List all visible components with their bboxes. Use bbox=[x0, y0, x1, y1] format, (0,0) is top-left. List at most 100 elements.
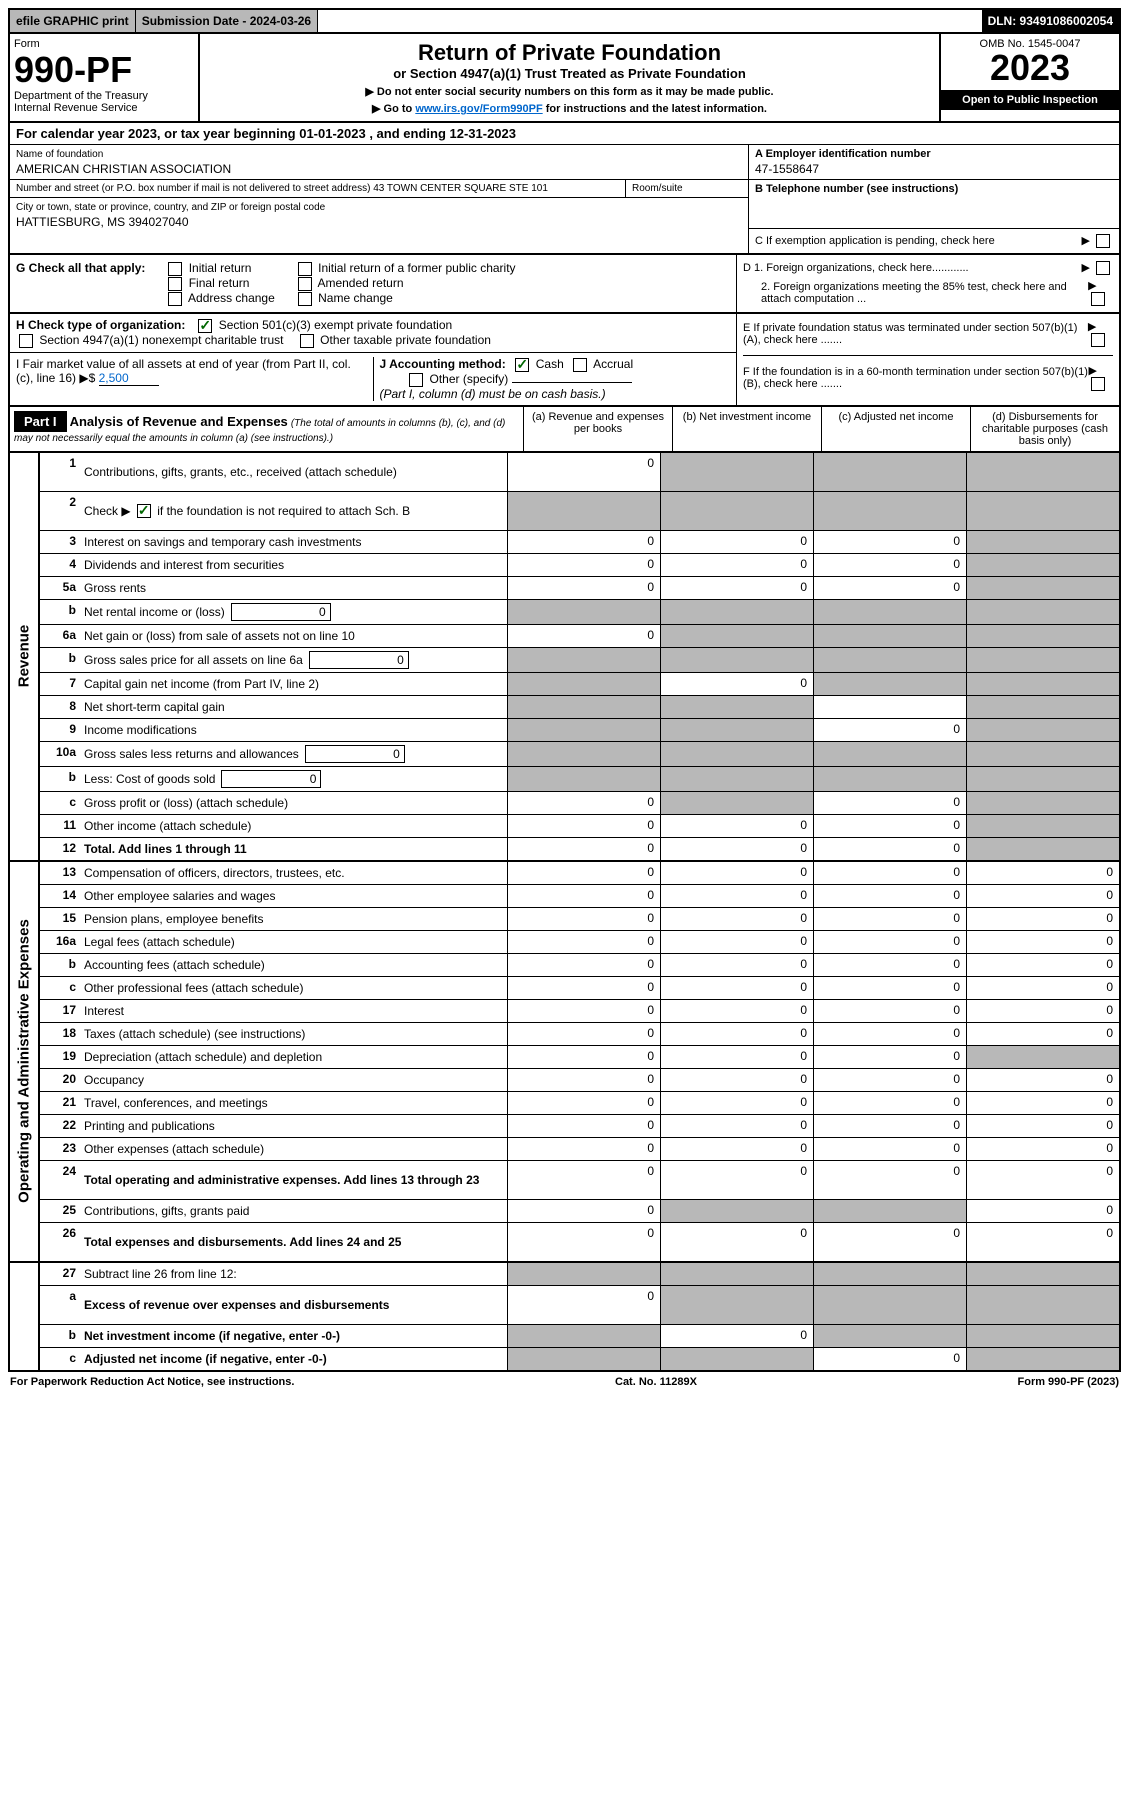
ef-section: E If private foundation status was termi… bbox=[736, 314, 1119, 404]
r1-c bbox=[813, 453, 966, 491]
h-other-checkbox[interactable] bbox=[300, 334, 314, 348]
r23-desc: Other expenses (attach schedule) bbox=[80, 1138, 507, 1160]
r2-desc: Check ▶ if the foundation is not require… bbox=[80, 492, 507, 530]
j-cash-checkbox[interactable] bbox=[515, 358, 529, 372]
g-former-charity-checkbox[interactable] bbox=[298, 262, 312, 276]
r5a-num: 5a bbox=[40, 577, 80, 599]
r16a-b: 0 bbox=[660, 931, 813, 953]
h-row: H Check type of organization: Section 50… bbox=[10, 314, 736, 353]
side-revenue-label: Revenue bbox=[16, 625, 33, 688]
i-label: I Fair market value of all assets at end… bbox=[16, 357, 351, 385]
r15-a: 0 bbox=[507, 908, 660, 930]
ein-cell: A Employer identification number 47-1558… bbox=[749, 145, 1119, 180]
g-section: G Check all that apply: Initial return F… bbox=[8, 255, 1121, 314]
r14-num: 14 bbox=[40, 885, 80, 907]
r11-num: 11 bbox=[40, 815, 80, 837]
r16c-desc: Other professional fees (attach schedule… bbox=[80, 977, 507, 999]
g-name-change-checkbox[interactable] bbox=[298, 292, 312, 306]
r22-c: 0 bbox=[813, 1115, 966, 1137]
r23-num: 23 bbox=[40, 1138, 80, 1160]
r21-a: 0 bbox=[507, 1092, 660, 1114]
city-label: City or town, state or province, country… bbox=[16, 202, 325, 213]
r12-desc: Total. Add lines 1 through 11 bbox=[80, 838, 507, 860]
efile-print-button[interactable]: efile GRAPHIC print bbox=[10, 10, 136, 32]
col-c-head: (c) Adjusted net income bbox=[821, 407, 970, 451]
r12-a: 0 bbox=[507, 838, 660, 860]
r10b-num: b bbox=[40, 767, 80, 791]
g-opt1: Final return bbox=[189, 276, 250, 290]
r15-d: 0 bbox=[966, 908, 1119, 930]
i-value: 2,500 bbox=[99, 371, 159, 386]
c-checkbox[interactable] bbox=[1096, 234, 1110, 248]
r27c-c: 0 bbox=[813, 1348, 966, 1370]
r27b-desc: Net investment income (if negative, ente… bbox=[80, 1325, 507, 1347]
e-checkbox[interactable] bbox=[1091, 333, 1105, 347]
j-other-checkbox[interactable] bbox=[409, 373, 423, 387]
r22-a: 0 bbox=[507, 1115, 660, 1137]
j-note: (Part I, column (d) must be on cash basi… bbox=[380, 387, 606, 401]
r18-d: 0 bbox=[966, 1023, 1119, 1045]
side-blank bbox=[10, 1263, 40, 1370]
j-accrual-checkbox[interactable] bbox=[573, 358, 587, 372]
form-title: Return of Private Foundation bbox=[206, 40, 933, 66]
f-checkbox[interactable] bbox=[1091, 377, 1105, 391]
ein-label: A Employer identification number bbox=[755, 148, 931, 160]
d1-checkbox[interactable] bbox=[1096, 261, 1110, 275]
d-section: D 1. Foreign organizations, check here..… bbox=[736, 255, 1119, 312]
r16a-num: 16a bbox=[40, 931, 80, 953]
room-suite-cell: Room/suite bbox=[625, 180, 748, 197]
r9-c: 0 bbox=[813, 719, 966, 741]
h-opt2: Section 4947(a)(1) nonexempt charitable … bbox=[39, 333, 283, 347]
r16b-b: 0 bbox=[660, 954, 813, 976]
r6b-desc: Gross sales price for all assets on line… bbox=[80, 648, 507, 672]
r4-c: 0 bbox=[813, 554, 966, 576]
r22-num: 22 bbox=[40, 1115, 80, 1137]
entity-left: Name of foundation AMERICAN CHRISTIAN AS… bbox=[10, 145, 748, 253]
g-initial-return-checkbox[interactable] bbox=[168, 262, 182, 276]
r14-d: 0 bbox=[966, 885, 1119, 907]
expenses-table: Operating and Administrative Expenses 13… bbox=[8, 862, 1121, 1263]
g-final-return-checkbox[interactable] bbox=[168, 277, 182, 291]
r6a-a: 0 bbox=[507, 625, 660, 647]
r13-c: 0 bbox=[813, 862, 966, 884]
r4-a: 0 bbox=[507, 554, 660, 576]
r27c-num: c bbox=[40, 1348, 80, 1370]
r26-num: 26 bbox=[40, 1223, 80, 1261]
dln-label: DLN: 93491086002054 bbox=[982, 10, 1119, 32]
r13-a: 0 bbox=[507, 862, 660, 884]
g-address-change-checkbox[interactable] bbox=[168, 292, 182, 306]
line27-table: 27Subtract line 26 from line 12: aExcess… bbox=[8, 1263, 1121, 1372]
r25-desc: Contributions, gifts, grants paid bbox=[80, 1200, 507, 1222]
d2-label: 2. Foreign organizations meeting the 85%… bbox=[743, 281, 1088, 305]
g-amended-return-checkbox[interactable] bbox=[298, 277, 312, 291]
r3-num: 3 bbox=[40, 531, 80, 553]
name-label: Name of foundation bbox=[16, 149, 103, 160]
h-4947-checkbox[interactable] bbox=[19, 334, 33, 348]
j-label: J Accounting method: bbox=[380, 357, 506, 371]
col-b-head: (b) Net investment income bbox=[672, 407, 821, 451]
h-501c3-checkbox[interactable] bbox=[198, 319, 212, 333]
dept-treasury: Department of the Treasury bbox=[14, 90, 194, 102]
r20-a: 0 bbox=[507, 1069, 660, 1091]
r25-num: 25 bbox=[40, 1200, 80, 1222]
r5a-b: 0 bbox=[660, 577, 813, 599]
r9-num: 9 bbox=[40, 719, 80, 741]
r13-num: 13 bbox=[40, 862, 80, 884]
ein-value: 47-1558647 bbox=[755, 162, 1113, 176]
r2-checkbox[interactable] bbox=[137, 504, 151, 518]
g-label: G Check all that apply: bbox=[16, 261, 145, 305]
phone-cell: B Telephone number (see instructions) bbox=[749, 180, 1119, 229]
r14-c: 0 bbox=[813, 885, 966, 907]
r3-b: 0 bbox=[660, 531, 813, 553]
r4-desc: Dividends and interest from securities bbox=[80, 554, 507, 576]
r27b-b: 0 bbox=[660, 1325, 813, 1347]
c-label: C If exemption application is pending, c… bbox=[755, 235, 995, 247]
r23-a: 0 bbox=[507, 1138, 660, 1160]
tax-year: 2023 bbox=[945, 50, 1115, 86]
r1-a: 0 bbox=[507, 453, 660, 491]
r16a-a: 0 bbox=[507, 931, 660, 953]
r10c-desc: Gross profit or (loss) (attach schedule) bbox=[80, 792, 507, 814]
d2-checkbox[interactable] bbox=[1091, 292, 1105, 306]
r21-desc: Travel, conferences, and meetings bbox=[80, 1092, 507, 1114]
irs-link[interactable]: www.irs.gov/Form990PF bbox=[415, 103, 542, 115]
